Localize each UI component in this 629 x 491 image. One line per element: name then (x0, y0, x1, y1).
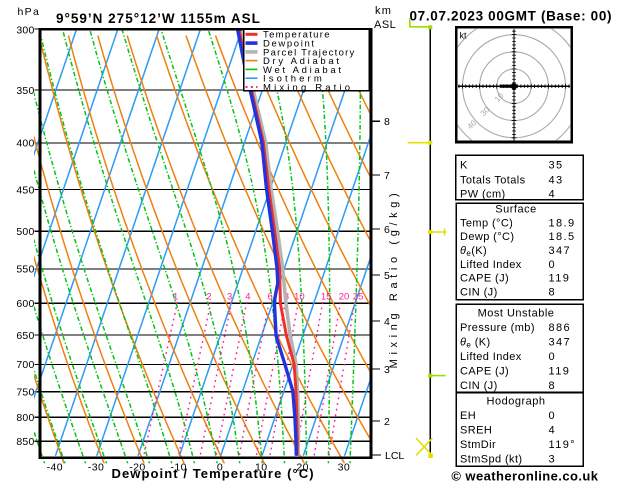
svg-text:Dry Adiabat: Dry Adiabat (263, 56, 342, 67)
svg-text:CIN (J): CIN (J) (460, 380, 498, 392)
svg-text:-40: -40 (47, 462, 63, 474)
svg-text:500: 500 (16, 226, 34, 238)
svg-text:kt: kt (460, 31, 468, 41)
svg-text:Isotherm: Isotherm (263, 74, 325, 85)
svg-text:Mixing Ratio (g/kg): Mixing Ratio (g/kg) (388, 189, 400, 369)
svg-text:750: 750 (16, 387, 34, 399)
svg-text:8: 8 (549, 287, 557, 299)
svg-text:2: 2 (206, 292, 211, 303)
svg-text:9°59’N 275°12’W 1155m ASL: 9°59’N 275°12’W 1155m ASL (56, 11, 261, 26)
svg-text:Lifted Index: Lifted Index (460, 351, 522, 363)
svg-text:07.07.2023 00GMT (Base: 00): 07.07.2023 00GMT (Base: 00) (410, 9, 613, 24)
svg-text:18.9: 18.9 (549, 217, 576, 229)
svg-text:800: 800 (16, 412, 34, 424)
svg-text:0: 0 (217, 462, 223, 474)
svg-text:hPa: hPa (18, 6, 41, 18)
svg-text:6: 6 (384, 224, 390, 236)
svg-text:886: 886 (549, 322, 572, 334)
svg-text:-10: -10 (171, 462, 187, 474)
svg-text:StmDir: StmDir (460, 439, 496, 451)
svg-text:5: 5 (384, 270, 390, 282)
svg-text:3: 3 (549, 454, 557, 466)
svg-text:3: 3 (227, 292, 232, 303)
svg-text:LCL: LCL (385, 450, 404, 462)
svg-text:CAPE (J): CAPE (J) (460, 273, 509, 285)
svg-text:Surface: Surface (495, 203, 536, 215)
svg-text:2: 2 (384, 416, 390, 428)
svg-text:EH: EH (460, 410, 476, 422)
svg-text:θe(K): θe(K) (460, 245, 487, 258)
svg-text:0: 0 (549, 259, 557, 271)
svg-text:20: 20 (296, 462, 308, 474)
svg-text:Pressure (mb): Pressure (mb) (460, 322, 535, 334)
svg-text:Temp (°C): Temp (°C) (460, 217, 513, 229)
svg-text:550: 550 (16, 264, 34, 276)
svg-text:Mixing Ratio: Mixing Ratio (263, 82, 353, 93)
svg-text:θe (K): θe (K) (460, 337, 491, 350)
svg-text:119: 119 (549, 273, 571, 285)
svg-text:4: 4 (384, 316, 390, 328)
svg-text:25: 25 (353, 292, 364, 303)
svg-text:SREH: SREH (460, 425, 492, 437)
svg-text:km: km (375, 5, 392, 17)
svg-text:43: 43 (549, 174, 564, 186)
svg-text:3: 3 (384, 364, 390, 376)
svg-text:350: 350 (16, 85, 34, 97)
svg-text:ASL: ASL (374, 19, 396, 31)
svg-text:650: 650 (16, 330, 34, 342)
svg-text:Hodograph: Hodograph (487, 396, 546, 408)
svg-text:347: 347 (549, 337, 572, 349)
svg-text:Dewpoint: Dewpoint (263, 39, 316, 50)
svg-text:0: 0 (549, 351, 557, 363)
svg-text:Dewp (°C): Dewp (°C) (460, 231, 514, 243)
svg-text:6: 6 (267, 292, 272, 303)
svg-text:K: K (460, 160, 468, 172)
svg-text:Lifted Index: Lifted Index (460, 259, 522, 271)
svg-text:CAPE (J): CAPE (J) (460, 366, 509, 378)
svg-text:35: 35 (549, 160, 564, 172)
svg-text:7: 7 (384, 170, 390, 182)
svg-text:StmSpd (kt): StmSpd (kt) (460, 454, 522, 466)
svg-text:10: 10 (255, 462, 267, 474)
svg-text:347: 347 (549, 245, 572, 257)
svg-text:8: 8 (384, 116, 390, 128)
svg-text:400: 400 (16, 138, 34, 150)
svg-text:4: 4 (549, 189, 557, 201)
svg-text:119: 119 (549, 366, 571, 378)
svg-text:119°: 119° (549, 439, 577, 451)
svg-text:18.5: 18.5 (549, 231, 576, 243)
svg-text:300: 300 (16, 24, 34, 36)
svg-text:Dewpoint / Temperature (°C): Dewpoint / Temperature (°C) (112, 466, 315, 481)
svg-text:© weatheronline.co.uk: © weatheronline.co.uk (451, 469, 598, 484)
svg-text:850: 850 (16, 436, 34, 448)
svg-text:Totals Totals: Totals Totals (460, 174, 526, 186)
svg-text:-30: -30 (88, 462, 104, 474)
svg-text:4: 4 (245, 292, 250, 303)
svg-text:0: 0 (549, 410, 557, 422)
svg-text:Temperature: Temperature (263, 30, 331, 41)
svg-text:450: 450 (16, 184, 34, 196)
svg-text:15: 15 (321, 292, 332, 303)
svg-text:Most Unstable: Most Unstable (478, 308, 555, 320)
svg-text:Wet Adiabat: Wet Adiabat (263, 65, 344, 76)
svg-text:10: 10 (294, 292, 305, 303)
svg-text:1: 1 (173, 292, 178, 303)
svg-text:700: 700 (16, 359, 34, 371)
svg-text:4: 4 (549, 425, 557, 437)
svg-text:8: 8 (549, 380, 557, 392)
svg-text:Parcel Trajectory: Parcel Trajectory (263, 47, 356, 58)
svg-text:CIN (J): CIN (J) (460, 287, 498, 299)
svg-text:600: 600 (16, 298, 34, 310)
svg-text:30: 30 (338, 462, 350, 474)
svg-text:PW (cm): PW (cm) (460, 189, 506, 201)
svg-text:20: 20 (339, 292, 350, 303)
svg-text:-20: -20 (129, 462, 145, 474)
